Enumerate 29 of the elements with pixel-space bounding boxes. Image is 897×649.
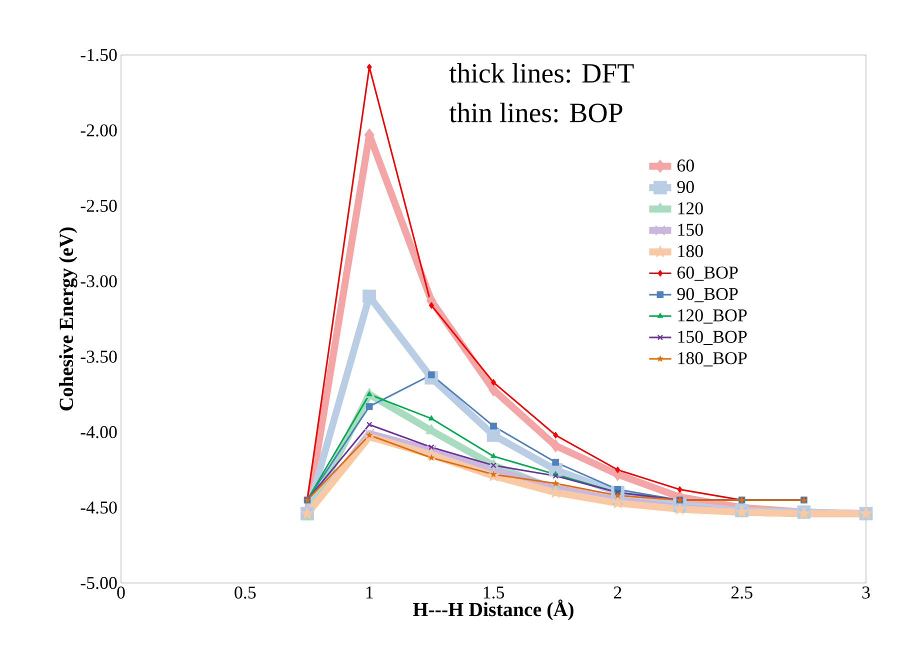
y-axis-title: Cohesive Energy (eV) <box>59 227 78 410</box>
legend-label: 180_BOP <box>678 352 747 366</box>
y-tick-label: -3.50 <box>80 350 117 363</box>
y-tick-label: -5.00 <box>80 576 117 590</box>
x-tick-label: 2.5 <box>731 586 752 599</box>
legend-label: 60_BOP <box>677 266 738 281</box>
legend-label: 60 <box>677 160 694 172</box>
legend-label: 150 <box>678 224 703 236</box>
annotation: thin lines: BOP <box>449 102 622 122</box>
y-tick-label: -2.50 <box>80 200 117 212</box>
y-tick-label: -3.00 <box>80 275 117 288</box>
x-tick-label: 2 <box>614 586 622 598</box>
y-tick-label: -4.00 <box>80 426 117 438</box>
legend-label: 90_BOP <box>677 288 738 302</box>
legend-label: 120 <box>678 202 703 214</box>
y-tick-label: -2.00 <box>80 124 117 137</box>
x-tick-label: 1 <box>366 586 373 598</box>
y-tick-label: -1.50 <box>80 48 117 62</box>
legend-label: 150_BOP <box>678 330 747 345</box>
x-tick-label: 1.5 <box>484 586 504 599</box>
annotation: thick lines: DFT <box>449 63 634 83</box>
legend-label: 90 <box>677 180 694 194</box>
legend-label: 180 <box>678 245 703 258</box>
legend-label: 120_BOP <box>678 309 747 324</box>
y-tick-label: -4.50 <box>80 501 117 514</box>
x-tick-label: 0.5 <box>234 586 256 599</box>
x-axis-title: H---H Distance (Å) <box>413 600 574 620</box>
x-tick-label: 0 <box>117 586 125 599</box>
x-tick-label: 3 <box>862 586 870 599</box>
